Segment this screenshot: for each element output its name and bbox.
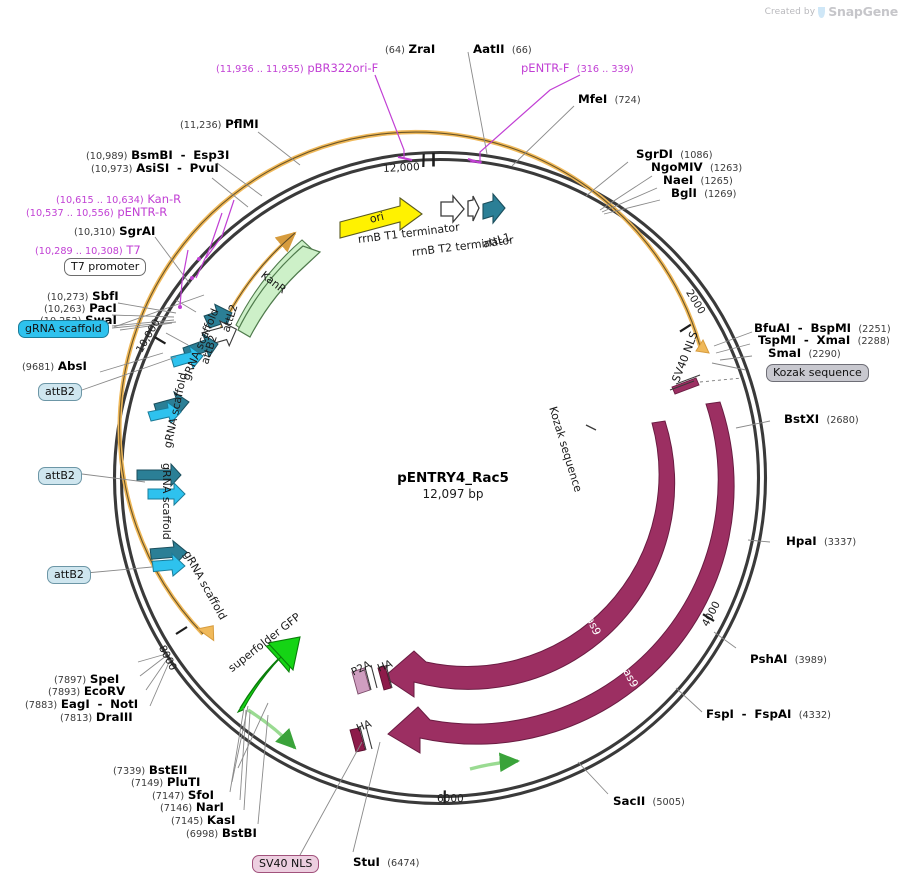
leader-lines <box>81 51 771 856</box>
feature-ori <box>339 196 423 239</box>
enzyme-label-nari: (7146) NarI <box>160 800 224 815</box>
enzyme-label-aatii: AatII (66) <box>473 42 532 57</box>
feature-sv40-nls-bar <box>669 374 701 395</box>
feature-grna-scaffold-1 <box>147 390 190 424</box>
page-title: pENTRY4_Rac5 <box>397 470 509 486</box>
enzyme-label-bstxi: BstXI (2680) <box>784 412 859 427</box>
enzyme-label-draiii: (7813) DraIII <box>60 710 133 725</box>
main-transcript-arc-core <box>119 131 701 635</box>
gfp-transcript-arc <box>247 708 297 750</box>
enzyme-label-kasi: (7145) KasI <box>171 813 236 828</box>
feature-kanr <box>235 239 322 338</box>
enzyme-label-asisi-pvui: (10,973) AsiSI - PvuI <box>91 161 219 176</box>
enzyme-label-absi: (9681) AbsI <box>22 359 87 374</box>
primer-dots <box>178 257 201 309</box>
snapgene-drop-icon <box>818 7 826 18</box>
primer-leader-lines <box>179 74 581 307</box>
plasmid-title-block: pENTRY4_Rac5 12,097 bp <box>0 470 906 501</box>
enzyme-label-paci: (10,263) PacI <box>44 301 117 316</box>
enzyme-label-bsteii: (7339) BstEII <box>113 763 188 778</box>
enzyme-label-ngomiv: NgoMIV (1263) <box>651 160 743 175</box>
plasmid-length: 12,097 bp <box>422 487 484 501</box>
feature-grna-scaffold-3 <box>149 539 188 578</box>
enzyme-label-hpai: HpaI (3337) <box>786 534 857 549</box>
enzyme-label-eagi-noti: (7883) EagI - NotI <box>25 697 139 712</box>
main-transcript-arrowhead <box>196 625 215 642</box>
enzyme-label-smai: SmaI (2290) <box>768 346 841 361</box>
sv40-kozak-leader <box>699 377 743 383</box>
tick-label-12000: 12,000 <box>382 161 421 175</box>
primer-label-t7: (10,289 .. 10,308) T7 <box>35 243 141 258</box>
primer-label-pbr322ori-f: (11,936 .. 11,955) pBR322ori-F <box>216 61 379 76</box>
feature-box-kozak-sequence: Kozak sequence <box>766 364 869 382</box>
enzyme-label-fspi-fspai: FspI - FspAI (4332) <box>706 707 831 722</box>
backbone-ticks <box>153 153 715 804</box>
feature-label-grna-scaffold-arc-3: gRNA scaffold <box>160 463 173 540</box>
enzyme-label-ecorv: (7893) EcoRV <box>48 684 126 699</box>
feature-box-attb2-3: attB2 <box>47 566 91 584</box>
credit-brand: SnapGene <box>828 4 898 19</box>
primer-label-kan-r: (10,615 .. 10,634) Kan-R <box>56 192 182 207</box>
main-transcript-arrowhead-2 <box>695 338 710 354</box>
enzyme-label-sacii: SacII (5005) <box>613 794 685 809</box>
enzyme-label-stui: StuI (6474) <box>353 855 420 870</box>
enzyme-label-naei: NaeI (1265) <box>663 173 733 188</box>
enzyme-label-sgrai: (10,310) SgrAI <box>74 224 156 239</box>
enzyme-label-pflmi: (11,236) PflMI <box>180 117 259 132</box>
enzyme-label-zrai: (64) ZraI <box>385 42 436 57</box>
feature-attl1 <box>482 192 506 225</box>
enzyme-label-tspmi-xmai: TspMI - XmaI (2288) <box>758 333 890 348</box>
feature-ha-bar-2 <box>349 725 373 753</box>
cas9-transcript-arc <box>469 752 521 773</box>
primer-label-pentr-f: pENTR-F (316 .. 339) <box>521 61 634 76</box>
enzyme-label-spei: (7897) SpeI <box>54 672 120 687</box>
enzyme-label-sfoi: (7147) SfoI <box>152 788 214 803</box>
feature-cas9-outer <box>387 401 735 754</box>
feature-box-attb2-1: attB2 <box>38 383 82 401</box>
enzyme-label-sbfi: (10,273) SbfI <box>47 289 119 304</box>
feature-box-grna-scaffold: gRNA scaffold <box>18 320 109 338</box>
kozak-center-tick <box>585 424 597 431</box>
primer-label-pentr-r: (10,537 .. 10,556) pENTR-R <box>26 205 168 220</box>
enzyme-label-bsmbi-esp3i: (10,989) BsmBI - Esp3I <box>86 148 230 163</box>
enzyme-label-pshai: PshAI (3989) <box>750 652 827 667</box>
feature-box-sv40-nls: SV40 NLS <box>252 855 320 873</box>
enzyme-label-sgrdi: SgrDI (1086) <box>636 147 713 162</box>
feature-ha-bar-1 <box>377 664 393 691</box>
tick-label-6000: 6000 <box>437 793 464 805</box>
feature-rrnb-t2-terminator <box>467 195 480 222</box>
enzyme-label-bfuai-bspmi: BfuAI - BspMI (2251) <box>754 321 891 336</box>
feature-box-attb2-2: attB2 <box>38 467 82 485</box>
credit-prefix: Created by <box>764 6 816 17</box>
feature-rrnb-t1-terminator <box>440 194 465 224</box>
feature-box-t7-promoter: T7 promoter <box>64 258 147 276</box>
enzyme-label-bstbi: (6998) BstBI <box>186 826 257 841</box>
enzyme-label-plutli: (7149) PluTI <box>131 775 201 790</box>
snapgene-credit: Created by SnapGene <box>764 4 899 19</box>
feature-grna-scaffold-2 <box>136 462 186 507</box>
enzyme-label-mfei: MfeI (724) <box>578 92 641 107</box>
feature-attb2-1 <box>170 332 219 370</box>
enzyme-label-bgli: BglI (1269) <box>671 186 737 201</box>
feature-p2a-bar <box>351 664 378 695</box>
feature-superfolder-gfp <box>236 636 301 714</box>
feature-cas9-inner <box>383 420 676 698</box>
